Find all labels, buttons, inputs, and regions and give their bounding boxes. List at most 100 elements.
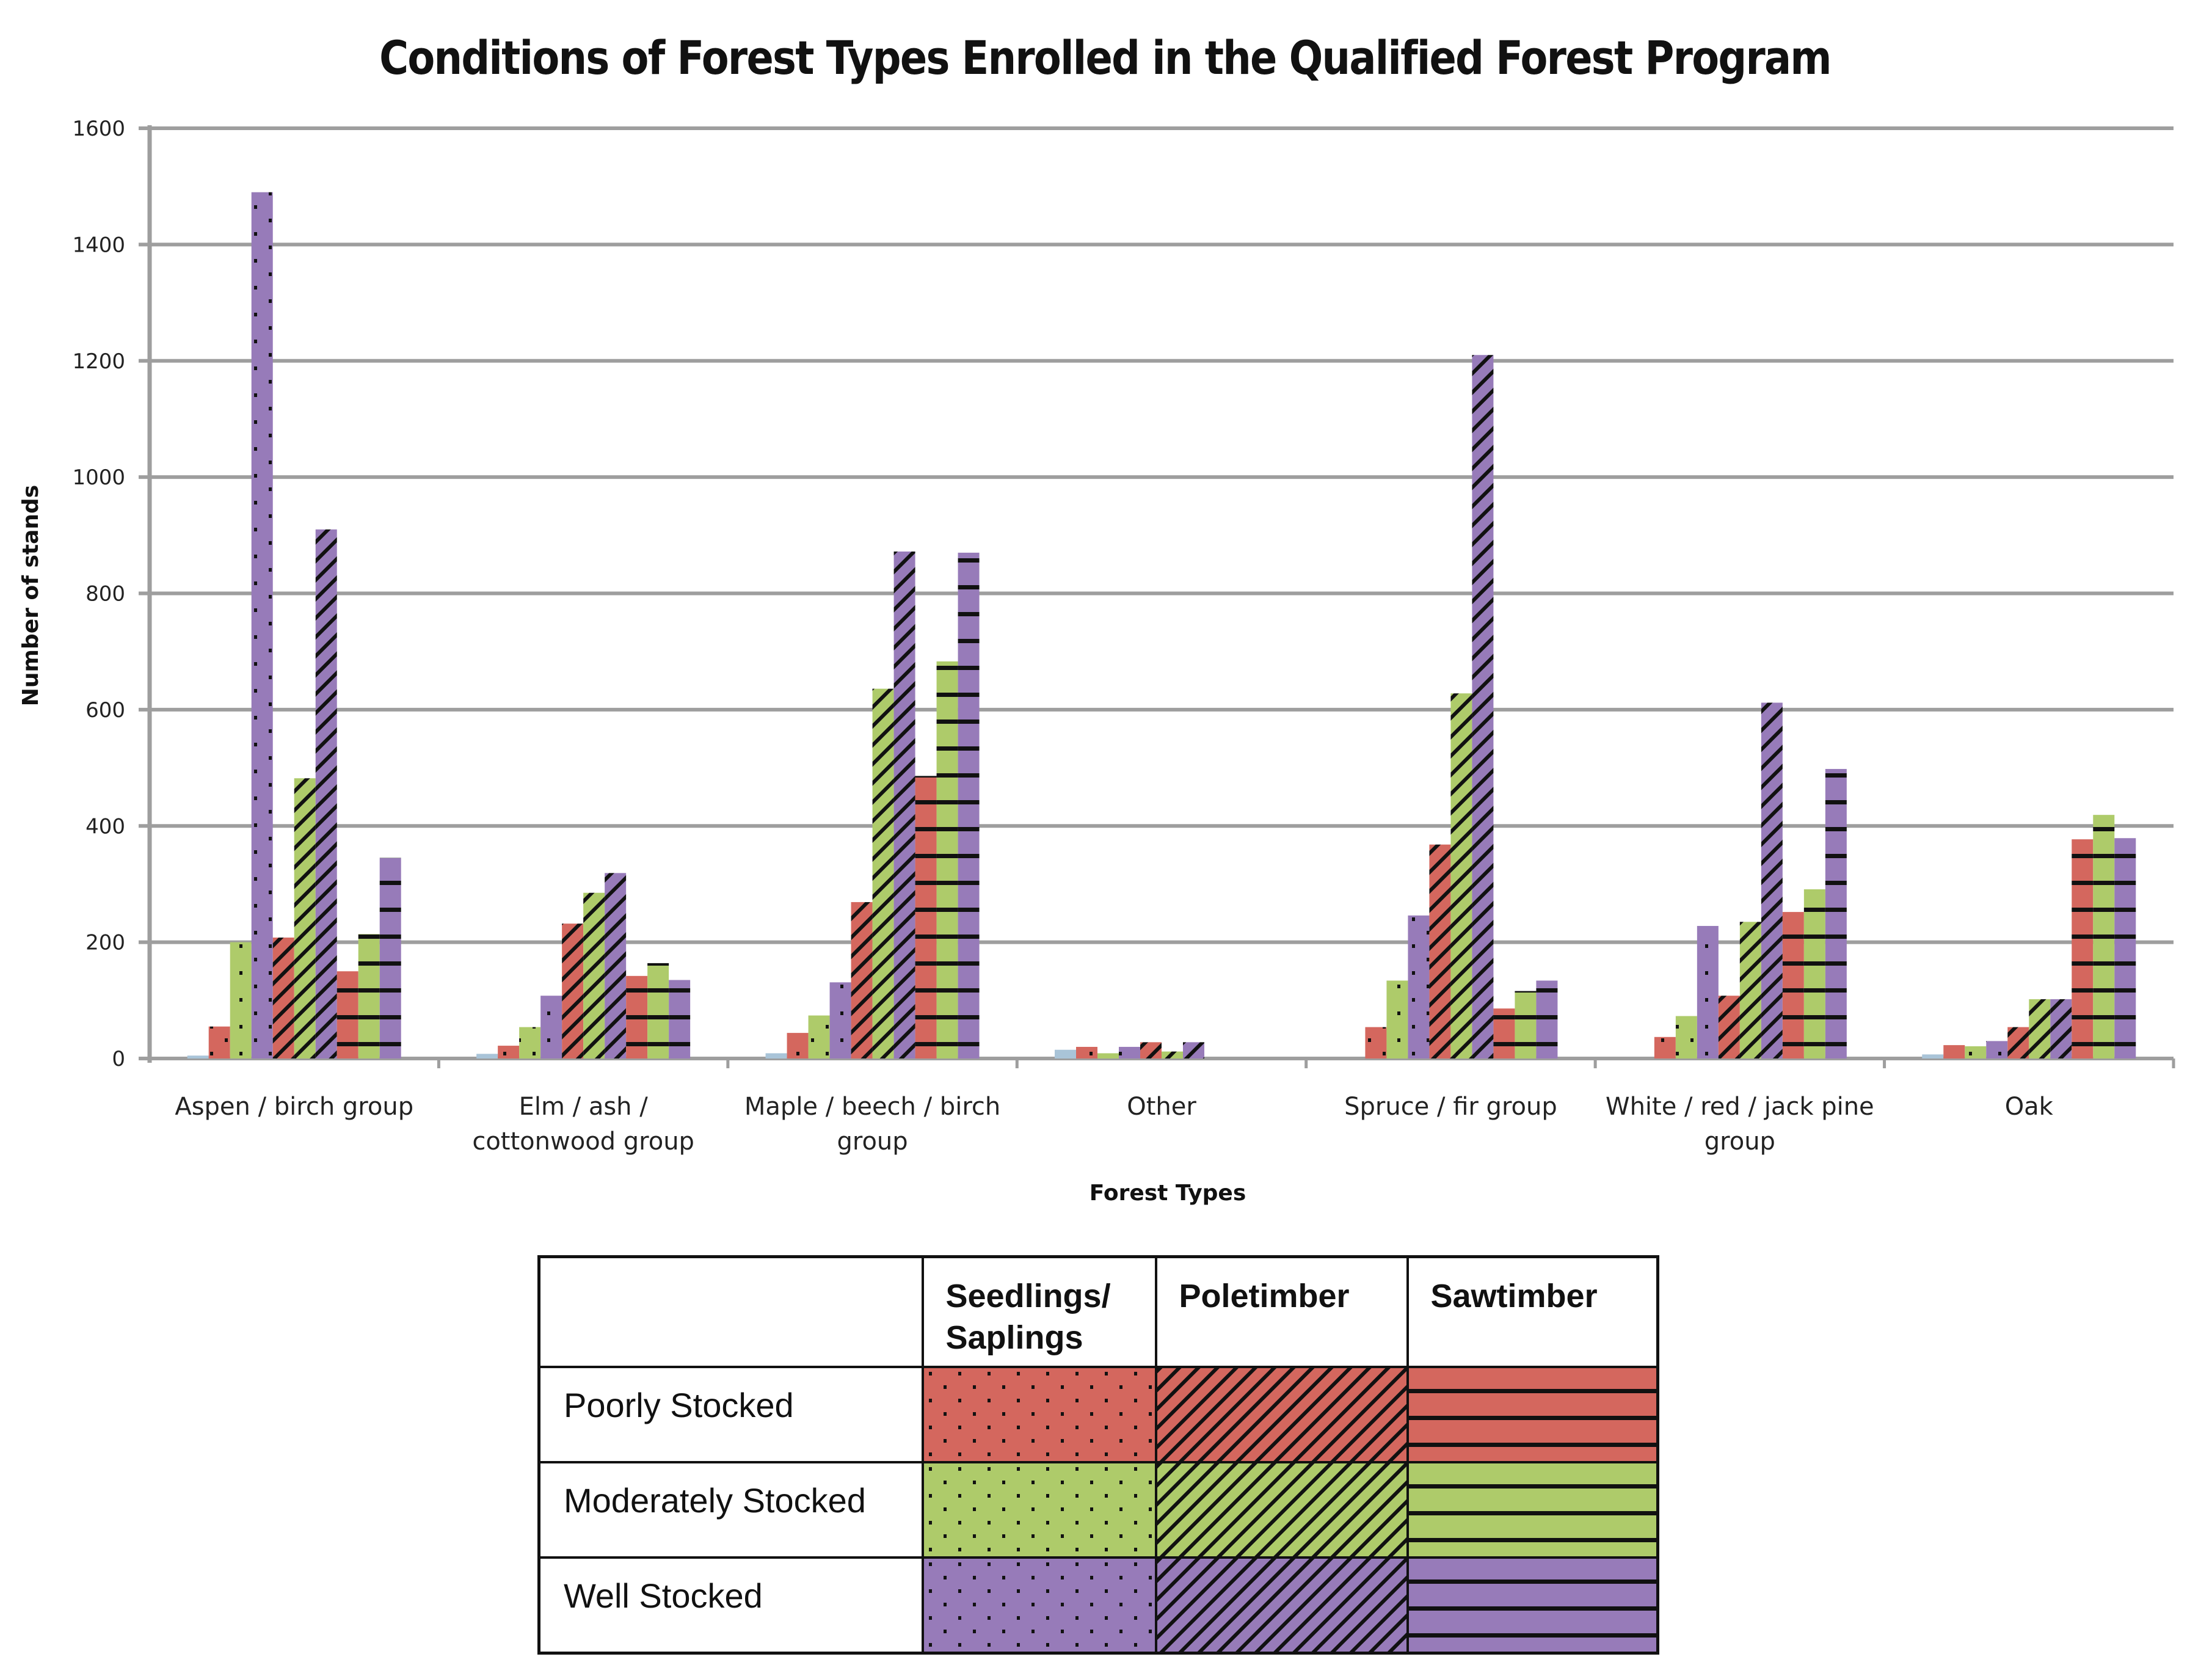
y-axis-title: Number of stands bbox=[18, 485, 43, 706]
bar bbox=[187, 1055, 209, 1058]
bar-chart: 0 200 400 600 800 1000 1200 1400 1600 Aspen / bi… bbox=[18, 117, 2175, 1206]
bar bbox=[476, 1054, 498, 1058]
bar bbox=[1922, 1054, 1944, 1058]
swatch-moderately-sawtimber bbox=[1408, 1463, 1656, 1556]
x-category-label: White / red / jack pine bbox=[1606, 1093, 1874, 1121]
bar bbox=[337, 971, 358, 1058]
bar bbox=[498, 1046, 520, 1058]
bar bbox=[1493, 1008, 1515, 1058]
bar bbox=[958, 552, 980, 1058]
bar bbox=[1386, 980, 1408, 1058]
x-category-label: Maple / beech / birch bbox=[744, 1093, 1000, 1121]
bar bbox=[1675, 1016, 1697, 1058]
legend-row-poorly: Poorly Stocked bbox=[537, 1365, 924, 1463]
bar bbox=[872, 688, 894, 1058]
gridlines bbox=[139, 126, 2175, 1068]
bar bbox=[2050, 999, 2072, 1058]
bar bbox=[1654, 1037, 1676, 1058]
bar bbox=[1076, 1046, 1097, 1058]
y-tick-label: 1400 bbox=[72, 233, 125, 257]
bar bbox=[787, 1033, 809, 1058]
x-axis-title: Forest Types bbox=[1090, 1181, 1246, 1206]
x-category-label: Spruce / fir group bbox=[1344, 1093, 1557, 1121]
x-category-label: Aspen / birch group bbox=[175, 1093, 413, 1121]
swatch-poorly-poletimber bbox=[1157, 1368, 1406, 1461]
x-category-label: cottonwood group bbox=[472, 1128, 694, 1156]
bar bbox=[583, 892, 605, 1058]
bar bbox=[1943, 1045, 1965, 1058]
y-tick-label: 400 bbox=[85, 814, 125, 839]
bar bbox=[1450, 693, 1472, 1058]
bar bbox=[294, 778, 316, 1058]
swatch-poorly-sawtimber bbox=[1408, 1368, 1656, 1461]
bar bbox=[1055, 1049, 1076, 1058]
bar bbox=[893, 551, 915, 1058]
legend-row-moderately: Moderately Stocked bbox=[537, 1460, 924, 1559]
bar bbox=[1365, 1027, 1387, 1058]
swatch-well-poletimber bbox=[1157, 1558, 1406, 1652]
y-tick-label: 200 bbox=[85, 931, 125, 955]
bar bbox=[2072, 839, 2094, 1058]
bar bbox=[1119, 1046, 1140, 1058]
bar bbox=[2007, 1027, 2029, 1058]
bar bbox=[1718, 996, 1740, 1058]
bar bbox=[1536, 980, 1558, 1058]
bar bbox=[1408, 915, 1430, 1058]
bar bbox=[1429, 844, 1451, 1058]
bar bbox=[1697, 925, 1719, 1058]
bar bbox=[936, 661, 958, 1058]
legend-corner-cell bbox=[537, 1255, 924, 1368]
y-tick-label: 600 bbox=[85, 698, 125, 723]
bars bbox=[187, 192, 2136, 1059]
bar bbox=[808, 1015, 830, 1058]
bar bbox=[1183, 1042, 1204, 1058]
swatch-poorly-seedlings bbox=[923, 1368, 1155, 1461]
y-tick-label: 1000 bbox=[72, 465, 125, 490]
bar bbox=[1472, 355, 1494, 1059]
bar bbox=[1965, 1046, 1987, 1058]
bar bbox=[379, 858, 401, 1058]
legend-row-well: Well Stocked bbox=[537, 1556, 924, 1654]
y-tick-label: 1600 bbox=[72, 117, 125, 141]
swatch-well-sawtimber bbox=[1408, 1558, 1656, 1652]
legend-col-sawtimber: Sawtimber bbox=[1406, 1255, 1659, 1368]
x-category-label: group bbox=[1704, 1128, 1775, 1156]
bar bbox=[1761, 702, 1783, 1058]
legend-col-poletimber: Poletimber bbox=[1154, 1255, 1409, 1368]
bar bbox=[605, 873, 627, 1058]
bar bbox=[315, 529, 337, 1058]
bar bbox=[1986, 1041, 2008, 1058]
swatch-well-seedlings bbox=[923, 1558, 1155, 1652]
bar bbox=[230, 942, 252, 1058]
bar bbox=[2029, 999, 2051, 1058]
bar bbox=[1739, 922, 1761, 1058]
x-category-label: group bbox=[837, 1128, 908, 1156]
bar bbox=[829, 982, 851, 1058]
y-tick-label: 800 bbox=[85, 582, 125, 607]
bar bbox=[1515, 991, 1537, 1058]
swatch-moderately-poletimber bbox=[1157, 1463, 1406, 1556]
x-axis-categories: Aspen / birch group Elm / ash / cottonwood… bbox=[175, 1093, 2053, 1156]
bar bbox=[208, 1026, 230, 1058]
bar bbox=[765, 1053, 787, 1058]
x-category-label: Elm / ash / bbox=[519, 1093, 649, 1121]
bar bbox=[540, 996, 562, 1058]
bar bbox=[272, 938, 294, 1058]
bar bbox=[626, 975, 648, 1058]
bar bbox=[1782, 912, 1804, 1058]
bar bbox=[562, 924, 584, 1058]
bar bbox=[2114, 838, 2136, 1058]
bar bbox=[1162, 1051, 1183, 1058]
bar bbox=[915, 776, 937, 1058]
bar bbox=[2093, 815, 2115, 1058]
x-category-label: Other bbox=[1127, 1093, 1196, 1121]
bar bbox=[1825, 768, 1847, 1058]
x-category-label: Oak bbox=[2005, 1093, 2054, 1121]
bar bbox=[519, 1027, 541, 1058]
bar bbox=[647, 963, 669, 1058]
y-axis-ticks: 0 200 400 600 800 1000 1200 1400 1600 bbox=[72, 117, 125, 1071]
bar bbox=[1803, 889, 1825, 1058]
swatch-moderately-seedlings bbox=[923, 1463, 1155, 1556]
bar bbox=[851, 902, 873, 1058]
y-tick-label: 1200 bbox=[72, 349, 125, 374]
